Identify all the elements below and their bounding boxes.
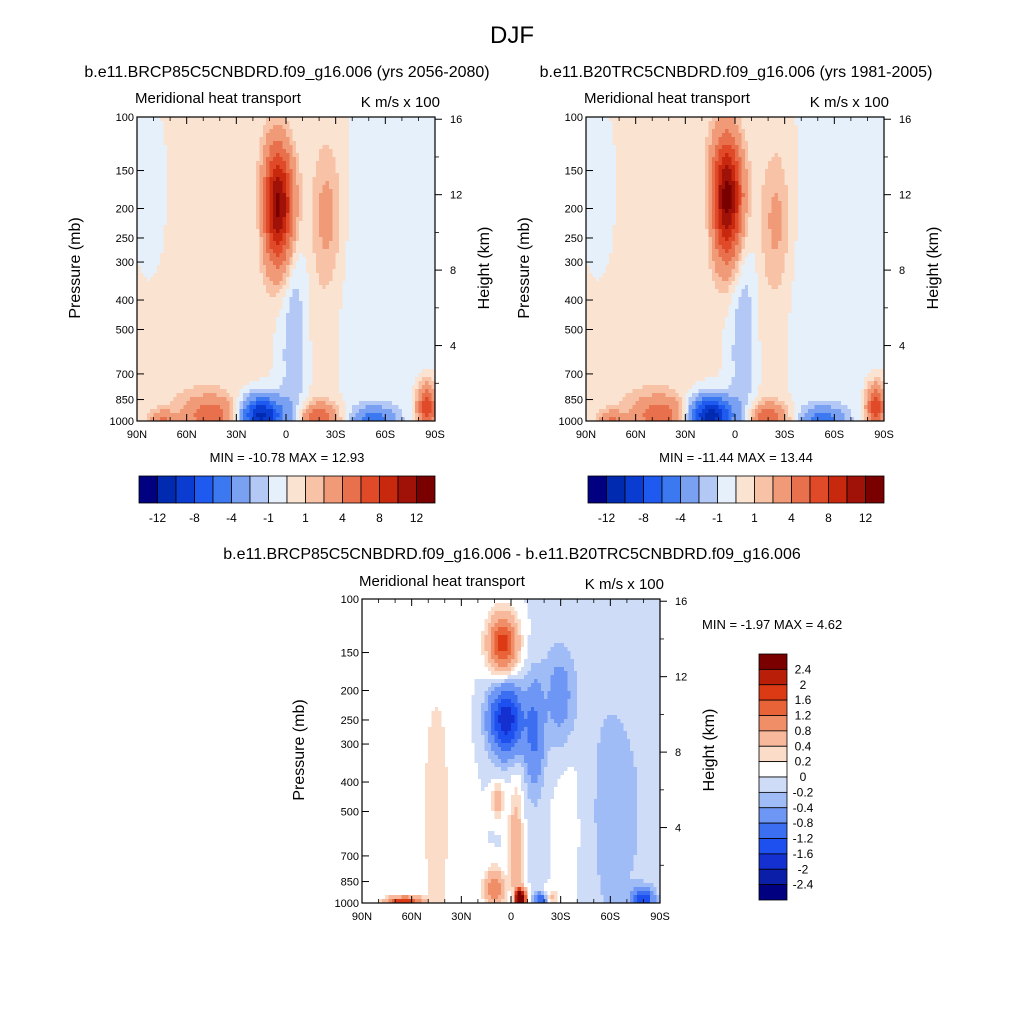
figure-title: DJF <box>490 22 534 49</box>
contour-fill <box>137 117 436 422</box>
panel-title: b.e11.BRCP85C5CNBDRD.f09_g16.006 (yrs 20… <box>84 64 489 81</box>
variable-label: Meridional heat transport <box>135 90 302 107</box>
panel-future: b.e11.BRCP85C5CNBDRD.f09_g16.006 (yrs 20… <box>67 64 493 525</box>
units-label: K m/s x 100 <box>361 94 440 111</box>
contour-plot: 90N 60N 30N 0 30S 60S 90S100085070050040030025… <box>110 112 463 441</box>
